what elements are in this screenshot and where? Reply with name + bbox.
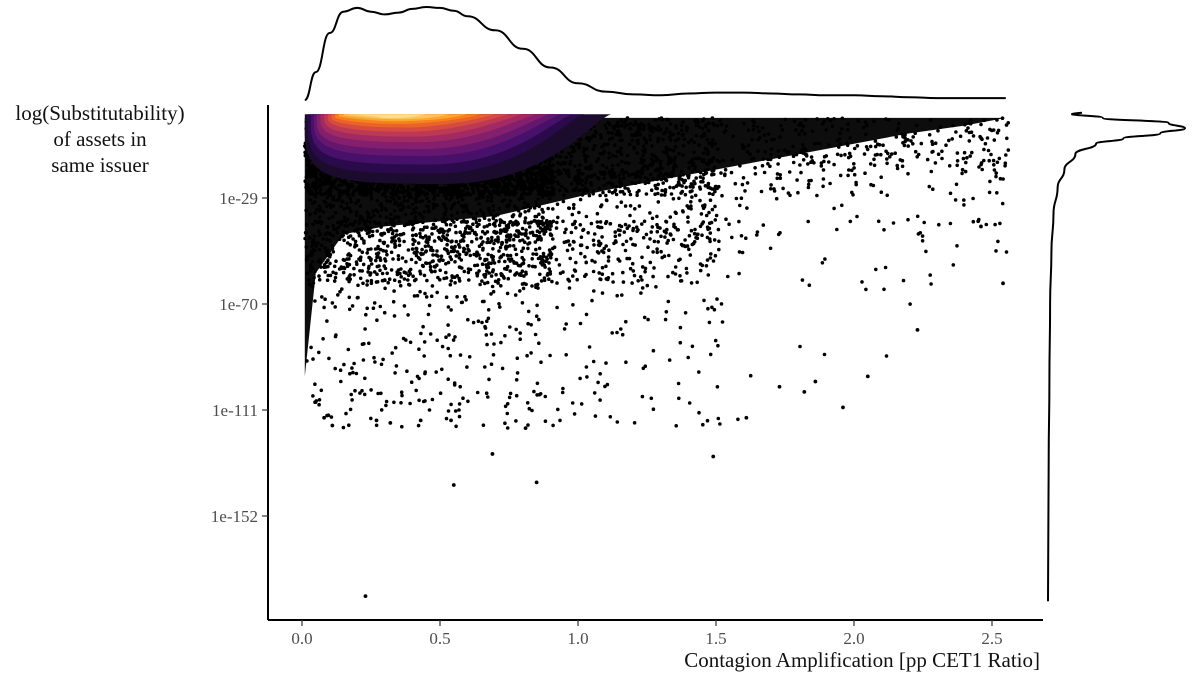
- outlier-point: [841, 405, 845, 410]
- outlier-point: [813, 379, 818, 384]
- y-axis-ticks: 1e-29 1e-70 1e-111 1e-152: [211, 189, 268, 526]
- outlier-point: [802, 390, 807, 394]
- outlier-point: [322, 415, 326, 420]
- outlier-point: [451, 483, 456, 487]
- x-tick-label: 2.5: [981, 629, 1002, 648]
- outlier-point: [744, 415, 749, 420]
- y-tick-label: 1e-111: [212, 401, 258, 420]
- outlier-point: [374, 418, 379, 423]
- axes: [267, 105, 1043, 621]
- outlier-point: [865, 374, 870, 379]
- y-marginal-density: [1047, 111, 1187, 602]
- outlier-point: [449, 418, 453, 423]
- y-marginal-density-curve: [1047, 111, 1187, 602]
- y-axis-label-line-1: log(Substitutability): [15, 101, 185, 125]
- outlier-point: [915, 327, 920, 332]
- outlier-point: [979, 224, 983, 229]
- x-tick-label: 1.0: [567, 629, 588, 648]
- density-contours: [304, 114, 612, 184]
- outlier-point: [330, 423, 335, 428]
- outlier-point: [363, 594, 368, 599]
- x-tick-label: 2.0: [843, 629, 864, 648]
- y-tick-label: 1e-29: [219, 189, 258, 208]
- outlier-point: [388, 421, 393, 425]
- dense-point-band: [304, 117, 1006, 377]
- outlier-point: [490, 452, 495, 456]
- x-tick-label: 0.5: [429, 629, 450, 648]
- outlier-point: [534, 480, 539, 485]
- outlier-point: [711, 454, 716, 459]
- y-axis-label: log(Substitutability) of assets in same …: [0, 100, 200, 178]
- y-tick-label: 1e-152: [211, 507, 258, 526]
- x-marginal-density-curve: [304, 5, 1006, 101]
- x-axis-ticks: 0.0 0.5 1.0 1.5 2.0 2.5: [291, 620, 1003, 648]
- outlier-point: [1001, 281, 1005, 286]
- y-axis-label-line-2: of assets in: [53, 127, 147, 151]
- scatter-points: [303, 116, 1011, 599]
- outlier-point: [976, 219, 981, 224]
- x-tick-label: 1.5: [705, 629, 726, 648]
- outlier-point: [523, 426, 528, 430]
- x-marginal-density: [304, 5, 1006, 101]
- y-axis-label-line-3: same issuer: [51, 153, 149, 177]
- y-tick-label: 1e-70: [219, 295, 258, 314]
- x-tick-label: 0.0: [291, 629, 312, 648]
- outlier-point: [418, 418, 423, 423]
- density-contour-level: [349, 114, 426, 119]
- x-axis-label: Contagion Amplification [pp CET1 Ratio]: [684, 648, 1040, 672]
- outlier-point: [777, 384, 782, 389]
